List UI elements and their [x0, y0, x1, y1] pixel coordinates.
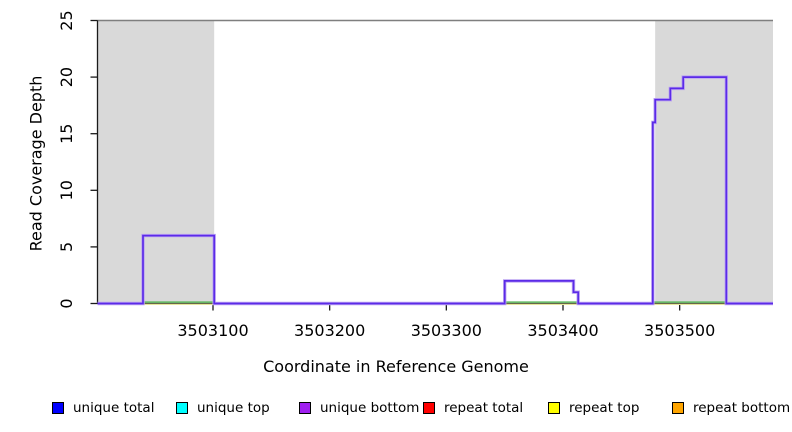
shaded-repeat-region: [97, 20, 215, 304]
y-tick-label: 5: [57, 242, 76, 252]
y-tick-label: 15: [57, 124, 76, 144]
legend-label: unique top: [197, 400, 270, 416]
legend-swatch: [52, 402, 64, 414]
legend-swatch: [176, 402, 188, 414]
y-tick-label: 0: [57, 298, 76, 308]
coverage-step-line: [97, 76, 773, 305]
chart-canvas: 3503100 3503200 3503300 3503400 3503500 0 5 10 1…: [57, 10, 773, 340]
x-tick-label: 3503100: [177, 321, 248, 340]
legend-label: unique bottom: [320, 400, 420, 416]
legend-item-repeat-total: repeat total: [423, 399, 523, 417]
legend-label: repeat top: [569, 400, 640, 416]
x-tick-label: 3503300: [411, 321, 482, 340]
y-axis-title: Read Coverage Depth: [26, 75, 46, 252]
legend-item-repeat-top: repeat top: [548, 399, 639, 417]
legend-item-unique-bottom: unique bottom: [299, 399, 419, 417]
x-tick-label: 3503200: [294, 321, 365, 340]
legend: unique total unique top unique bottom repea…: [0, 399, 792, 421]
legend-swatch: [548, 402, 560, 414]
x-axis-title: Coordinate in Reference Genome: [263, 357, 529, 376]
legend-label: unique total: [73, 400, 155, 416]
legend-swatch: [299, 402, 311, 414]
legend-item-unique-total: unique total: [52, 399, 154, 417]
legend-swatch: [423, 402, 435, 414]
y-tick-label: 25: [57, 10, 76, 30]
x-tick-label: 3503400: [527, 321, 598, 340]
legend-swatch: [672, 402, 684, 414]
legend-label: repeat total: [444, 400, 524, 416]
shaded-repeat-region: [655, 20, 773, 304]
legend-item-unique-top: unique top: [176, 399, 270, 417]
legend-item-repeat-bottom: repeat bottom: [672, 399, 790, 417]
y-tick-label: 10: [57, 180, 76, 200]
x-tick-label: 3503500: [644, 321, 715, 340]
legend-label: repeat bottom: [693, 400, 791, 416]
y-tick-label: 20: [57, 67, 76, 87]
